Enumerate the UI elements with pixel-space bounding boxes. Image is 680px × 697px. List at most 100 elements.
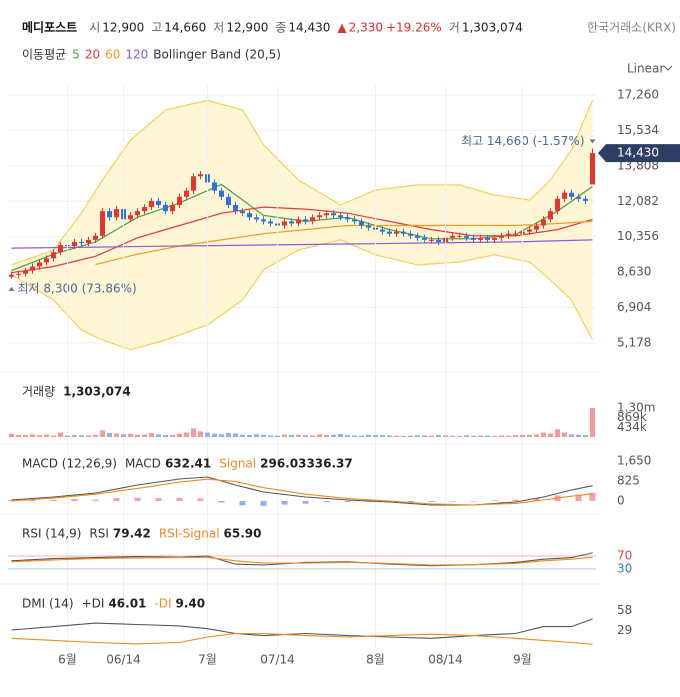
candle-body — [51, 252, 56, 259]
quote-value: 14,430 — [288, 21, 330, 35]
histogram-bar — [449, 501, 456, 502]
legend-title: 이동평균 — [22, 48, 66, 62]
candle-body — [142, 207, 147, 212]
volume-bar — [359, 435, 364, 437]
candle-body — [429, 239, 434, 241]
volume-bar — [373, 434, 378, 437]
volume-bar — [93, 434, 98, 437]
candle-body — [135, 211, 140, 216]
candle-body — [149, 200, 154, 208]
volume-bar — [366, 434, 371, 437]
volume-bar — [331, 434, 336, 437]
y-tick-label: 434k — [617, 420, 647, 434]
volume-bar — [345, 435, 350, 437]
volume-bar — [156, 434, 161, 437]
candle-body — [219, 190, 224, 197]
candle-body — [254, 217, 259, 220]
candle-body — [23, 270, 28, 274]
volume-bar — [142, 434, 147, 437]
candle-body — [492, 237, 497, 240]
histogram-bar — [281, 501, 288, 505]
volume-bar — [107, 432, 112, 437]
candle-body — [331, 213, 336, 216]
volume-bar — [275, 435, 280, 437]
stock-name: 메디포스트 — [22, 20, 77, 35]
candle-body — [401, 231, 406, 234]
candle-body — [100, 211, 105, 236]
volume-bar — [23, 434, 28, 437]
volume-bar — [401, 435, 406, 437]
candle-body — [240, 211, 245, 214]
volume-bar — [212, 433, 217, 437]
candle-body — [464, 235, 469, 238]
x-tick-label: 6월 — [58, 653, 77, 667]
change-value: 2,330 — [349, 21, 383, 35]
volume-bar — [261, 434, 266, 437]
legend-readout: 296.03 — [260, 457, 306, 471]
histogram-readout: 336.37 — [306, 457, 352, 471]
histogram-bar — [71, 499, 78, 502]
candle-body — [352, 219, 357, 222]
candle-body — [422, 237, 427, 240]
volume-bar — [128, 433, 133, 437]
band-lower — [11, 239, 594, 351]
last-price-tag — [598, 144, 680, 163]
candle-body — [58, 245, 63, 253]
legend-readout: 632.41 — [165, 457, 211, 471]
volume-bar — [170, 434, 175, 437]
candle-body — [499, 235, 504, 238]
y-tick-label: 825 — [617, 474, 640, 488]
volume-bar — [590, 407, 595, 437]
x-tick-label: 9월 — [513, 653, 532, 667]
candle-body — [303, 219, 308, 222]
candle-body — [282, 221, 287, 226]
volume-bar — [548, 433, 553, 437]
volume-label: 거 — [449, 21, 460, 35]
volume-bar — [65, 435, 70, 437]
volume-bar — [422, 435, 427, 437]
quote-label: 종 — [275, 21, 286, 35]
indicator-line — [11, 556, 593, 566]
volume-bar — [226, 432, 231, 437]
legend-name: RSI — [89, 527, 109, 541]
candle-body — [562, 192, 567, 199]
volume-bar — [240, 434, 245, 437]
volume-bar — [135, 434, 140, 437]
histogram-bar — [197, 498, 204, 502]
volume-bar — [562, 432, 567, 437]
candle-body — [72, 241, 77, 247]
candle-body — [366, 225, 371, 228]
y-tick-label: 12,082 — [617, 194, 659, 208]
volume-bar — [443, 435, 448, 437]
candle-body — [569, 192, 574, 197]
candle-body — [471, 237, 476, 240]
candle-body — [212, 182, 217, 191]
volume-bar — [338, 434, 343, 437]
volume-bar — [499, 435, 504, 437]
histogram-bar — [239, 501, 246, 506]
y-tick-label: 29 — [617, 623, 632, 637]
histogram-bar — [575, 494, 582, 502]
indicator-line — [11, 552, 593, 567]
volume-bar — [163, 434, 168, 437]
candle-body — [163, 205, 168, 212]
volume-bar — [184, 432, 189, 437]
volume-bar — [121, 434, 126, 437]
band-area — [11, 100, 593, 350]
volume-bar — [100, 430, 105, 437]
volume-bar — [394, 435, 399, 437]
candle-body — [177, 196, 182, 205]
histogram-bar — [323, 501, 330, 503]
last-price-label: 14,430 — [617, 146, 659, 160]
candle-body — [457, 235, 462, 237]
candle-body — [128, 215, 133, 220]
volume-bar — [16, 434, 21, 437]
candle-body — [513, 233, 518, 235]
panel-title: RSI (14,9) — [22, 527, 81, 541]
candle-body — [198, 174, 203, 177]
candle-body — [86, 239, 91, 243]
legend-readout: 46.01 — [108, 597, 146, 611]
candle-body — [324, 213, 329, 216]
y-tick-label: 8,630 — [617, 265, 651, 279]
